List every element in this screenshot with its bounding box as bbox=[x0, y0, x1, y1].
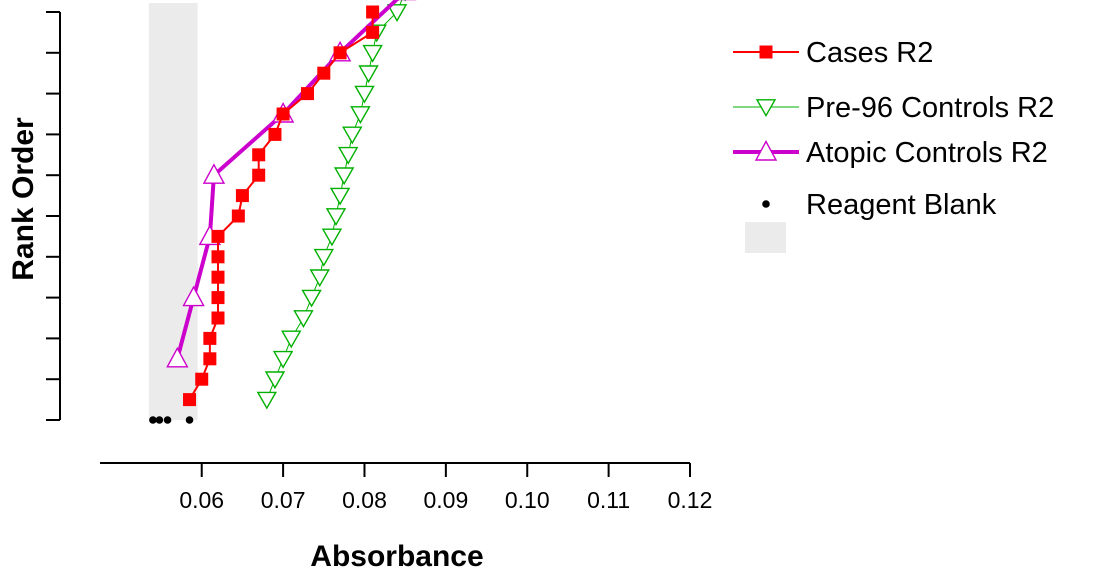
data-point bbox=[231, 209, 245, 223]
y-axis-title: Rank Order bbox=[7, 117, 40, 281]
legend-label: Atopic Controls R2 bbox=[806, 137, 1048, 169]
data-point bbox=[203, 331, 217, 345]
data-point bbox=[166, 346, 189, 368]
legend-item-cases-r2: Cases R2 bbox=[733, 37, 933, 69]
data-point bbox=[301, 87, 315, 101]
data-point bbox=[759, 45, 773, 59]
legend-item-pre-96-controls-r2: Pre-96 Controls R2 bbox=[733, 92, 1054, 124]
legend-label: Reagent Blank bbox=[806, 189, 997, 221]
data-point bbox=[252, 168, 266, 182]
data-point bbox=[313, 248, 334, 267]
data-point bbox=[256, 391, 278, 410]
legend-shade-swatch bbox=[745, 222, 786, 253]
data-point bbox=[354, 85, 375, 104]
data-point bbox=[386, 4, 408, 22]
legend-label: Pre-96 Controls R2 bbox=[806, 92, 1054, 124]
x-tick-label: 0.07 bbox=[261, 487, 306, 513]
data-point bbox=[342, 126, 363, 145]
data-point bbox=[301, 289, 322, 308]
x-tick-label: 0.12 bbox=[668, 487, 713, 513]
series-atopic-controls-r2 bbox=[166, 0, 417, 368]
data-point bbox=[211, 270, 225, 284]
data-point bbox=[272, 350, 294, 369]
legend-item-atopic-controls-r2: Atopic Controls R2 bbox=[733, 137, 1048, 169]
x-tick-label: 0.08 bbox=[342, 487, 387, 513]
series-reagent-blank bbox=[149, 416, 194, 424]
data-point bbox=[264, 371, 286, 390]
data-point bbox=[325, 208, 347, 226]
series-cases-r2 bbox=[183, 5, 380, 407]
data-point bbox=[155, 416, 164, 424]
y-axis bbox=[46, 11, 61, 421]
data-point bbox=[309, 269, 330, 288]
legend-label: Cases R2 bbox=[806, 37, 933, 69]
data-point bbox=[211, 250, 225, 264]
data-point bbox=[321, 228, 343, 247]
plot-area bbox=[149, 0, 417, 424]
data-point bbox=[317, 66, 331, 80]
data-point bbox=[333, 46, 347, 60]
x-tick-label: 0.11 bbox=[587, 487, 630, 513]
data-point bbox=[235, 189, 249, 203]
data-point bbox=[350, 106, 371, 124]
data-point bbox=[366, 25, 380, 39]
data-point bbox=[182, 285, 205, 307]
data-point bbox=[293, 310, 314, 328]
data-point bbox=[366, 5, 380, 19]
x-tick-label: 0.10 bbox=[505, 487, 550, 513]
data-point bbox=[754, 140, 778, 161]
legend-item-reagent-blank: Reagent Blank bbox=[762, 189, 997, 221]
data-point bbox=[362, 44, 383, 63]
data-point bbox=[211, 229, 225, 243]
data-point bbox=[276, 107, 290, 121]
shaded-blank-region bbox=[148, 3, 198, 420]
data-point bbox=[333, 167, 355, 186]
data-point bbox=[185, 416, 194, 424]
x-axis-title: Absorbance bbox=[310, 540, 483, 571]
data-point bbox=[762, 200, 770, 208]
x-axis: 0.06 0.07 0.08 0.09 0.10 0.11 0.12 bbox=[100, 462, 713, 513]
data-point bbox=[183, 393, 197, 407]
data-point bbox=[329, 187, 351, 206]
data-point bbox=[211, 291, 225, 305]
x-tick-label: 0.09 bbox=[423, 487, 468, 513]
data-point bbox=[268, 127, 282, 141]
data-point bbox=[755, 99, 777, 117]
data-point bbox=[203, 352, 217, 366]
data-point bbox=[281, 330, 302, 349]
x-tick-label: 0.06 bbox=[179, 487, 224, 513]
data-point bbox=[252, 148, 266, 162]
data-point bbox=[211, 311, 225, 325]
data-point bbox=[149, 416, 157, 424]
data-point bbox=[163, 416, 172, 424]
data-point bbox=[195, 372, 209, 386]
data-point bbox=[338, 146, 359, 165]
data-point bbox=[202, 163, 226, 184]
data-point bbox=[358, 65, 379, 84]
legend: Cases R2 Pre-96 Controls R2 Atopic Control… bbox=[733, 37, 1054, 253]
series-line bbox=[188, 12, 374, 401]
